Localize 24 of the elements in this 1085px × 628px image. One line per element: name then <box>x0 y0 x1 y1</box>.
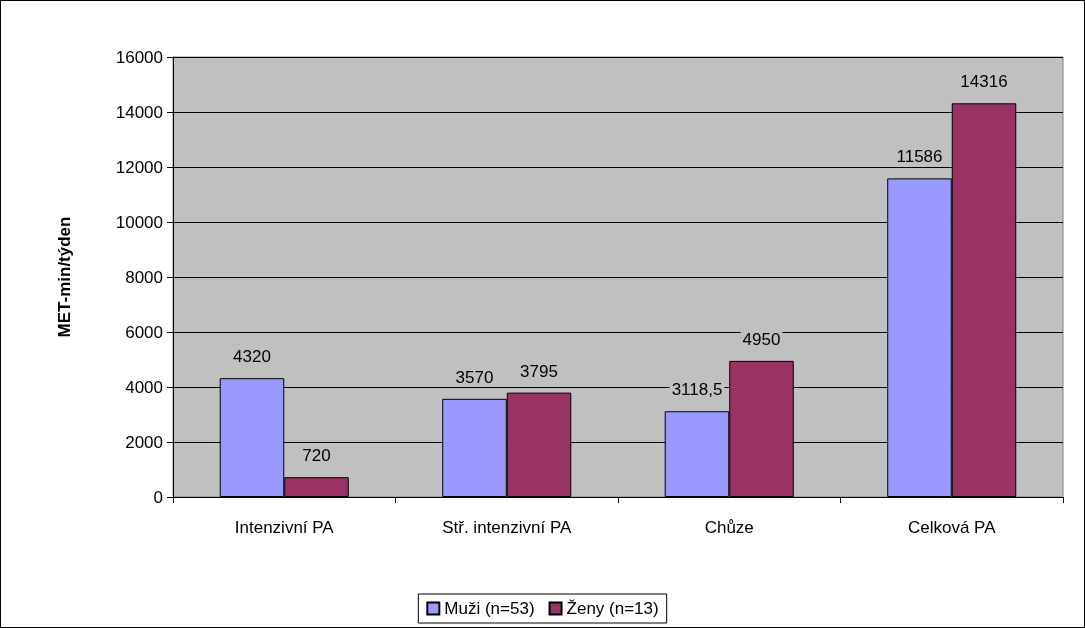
y-axis-title: MET-min/týden <box>55 216 74 338</box>
y-tick-label: 14000 <box>115 102 163 122</box>
y-tick-label: 6000 <box>125 322 163 342</box>
legend-label: Muži (n=53) <box>444 599 535 618</box>
x-tick-label: Celková PA <box>907 518 997 537</box>
data-label: 11586 <box>896 147 943 167</box>
x-tick-label: Chůze <box>704 518 754 537</box>
legend-label: Ženy (n=13) <box>566 599 659 618</box>
y-tick-label: 12000 <box>115 157 163 177</box>
data-label: 4950 <box>742 329 781 349</box>
data-label: 14316 <box>960 72 1008 92</box>
y-tick-label: 0 <box>153 487 163 507</box>
y-tick-label: 8000 <box>125 267 163 287</box>
y-tick-label: 10000 <box>115 212 163 232</box>
data-label: 720 <box>302 446 331 466</box>
data-label: 3795 <box>520 361 558 381</box>
data-label: 3118,5 <box>671 380 723 400</box>
x-tick-label: Intenzivní PA <box>234 518 335 537</box>
y-tick-label: 4000 <box>125 377 163 397</box>
y-tick-label: 16000 <box>115 47 163 67</box>
data-label: 4320 <box>233 347 271 367</box>
y-tick-label: 2000 <box>125 432 163 452</box>
x-tick-label: Stř. intenzivní PA <box>442 518 572 537</box>
data-label: 3570 <box>455 367 494 387</box>
